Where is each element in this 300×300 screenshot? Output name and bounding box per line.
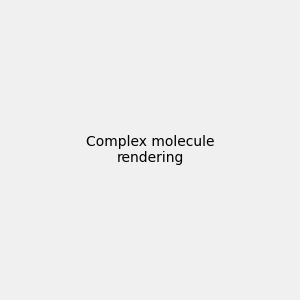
Text: Complex molecule
rendering: Complex molecule rendering xyxy=(86,135,214,165)
